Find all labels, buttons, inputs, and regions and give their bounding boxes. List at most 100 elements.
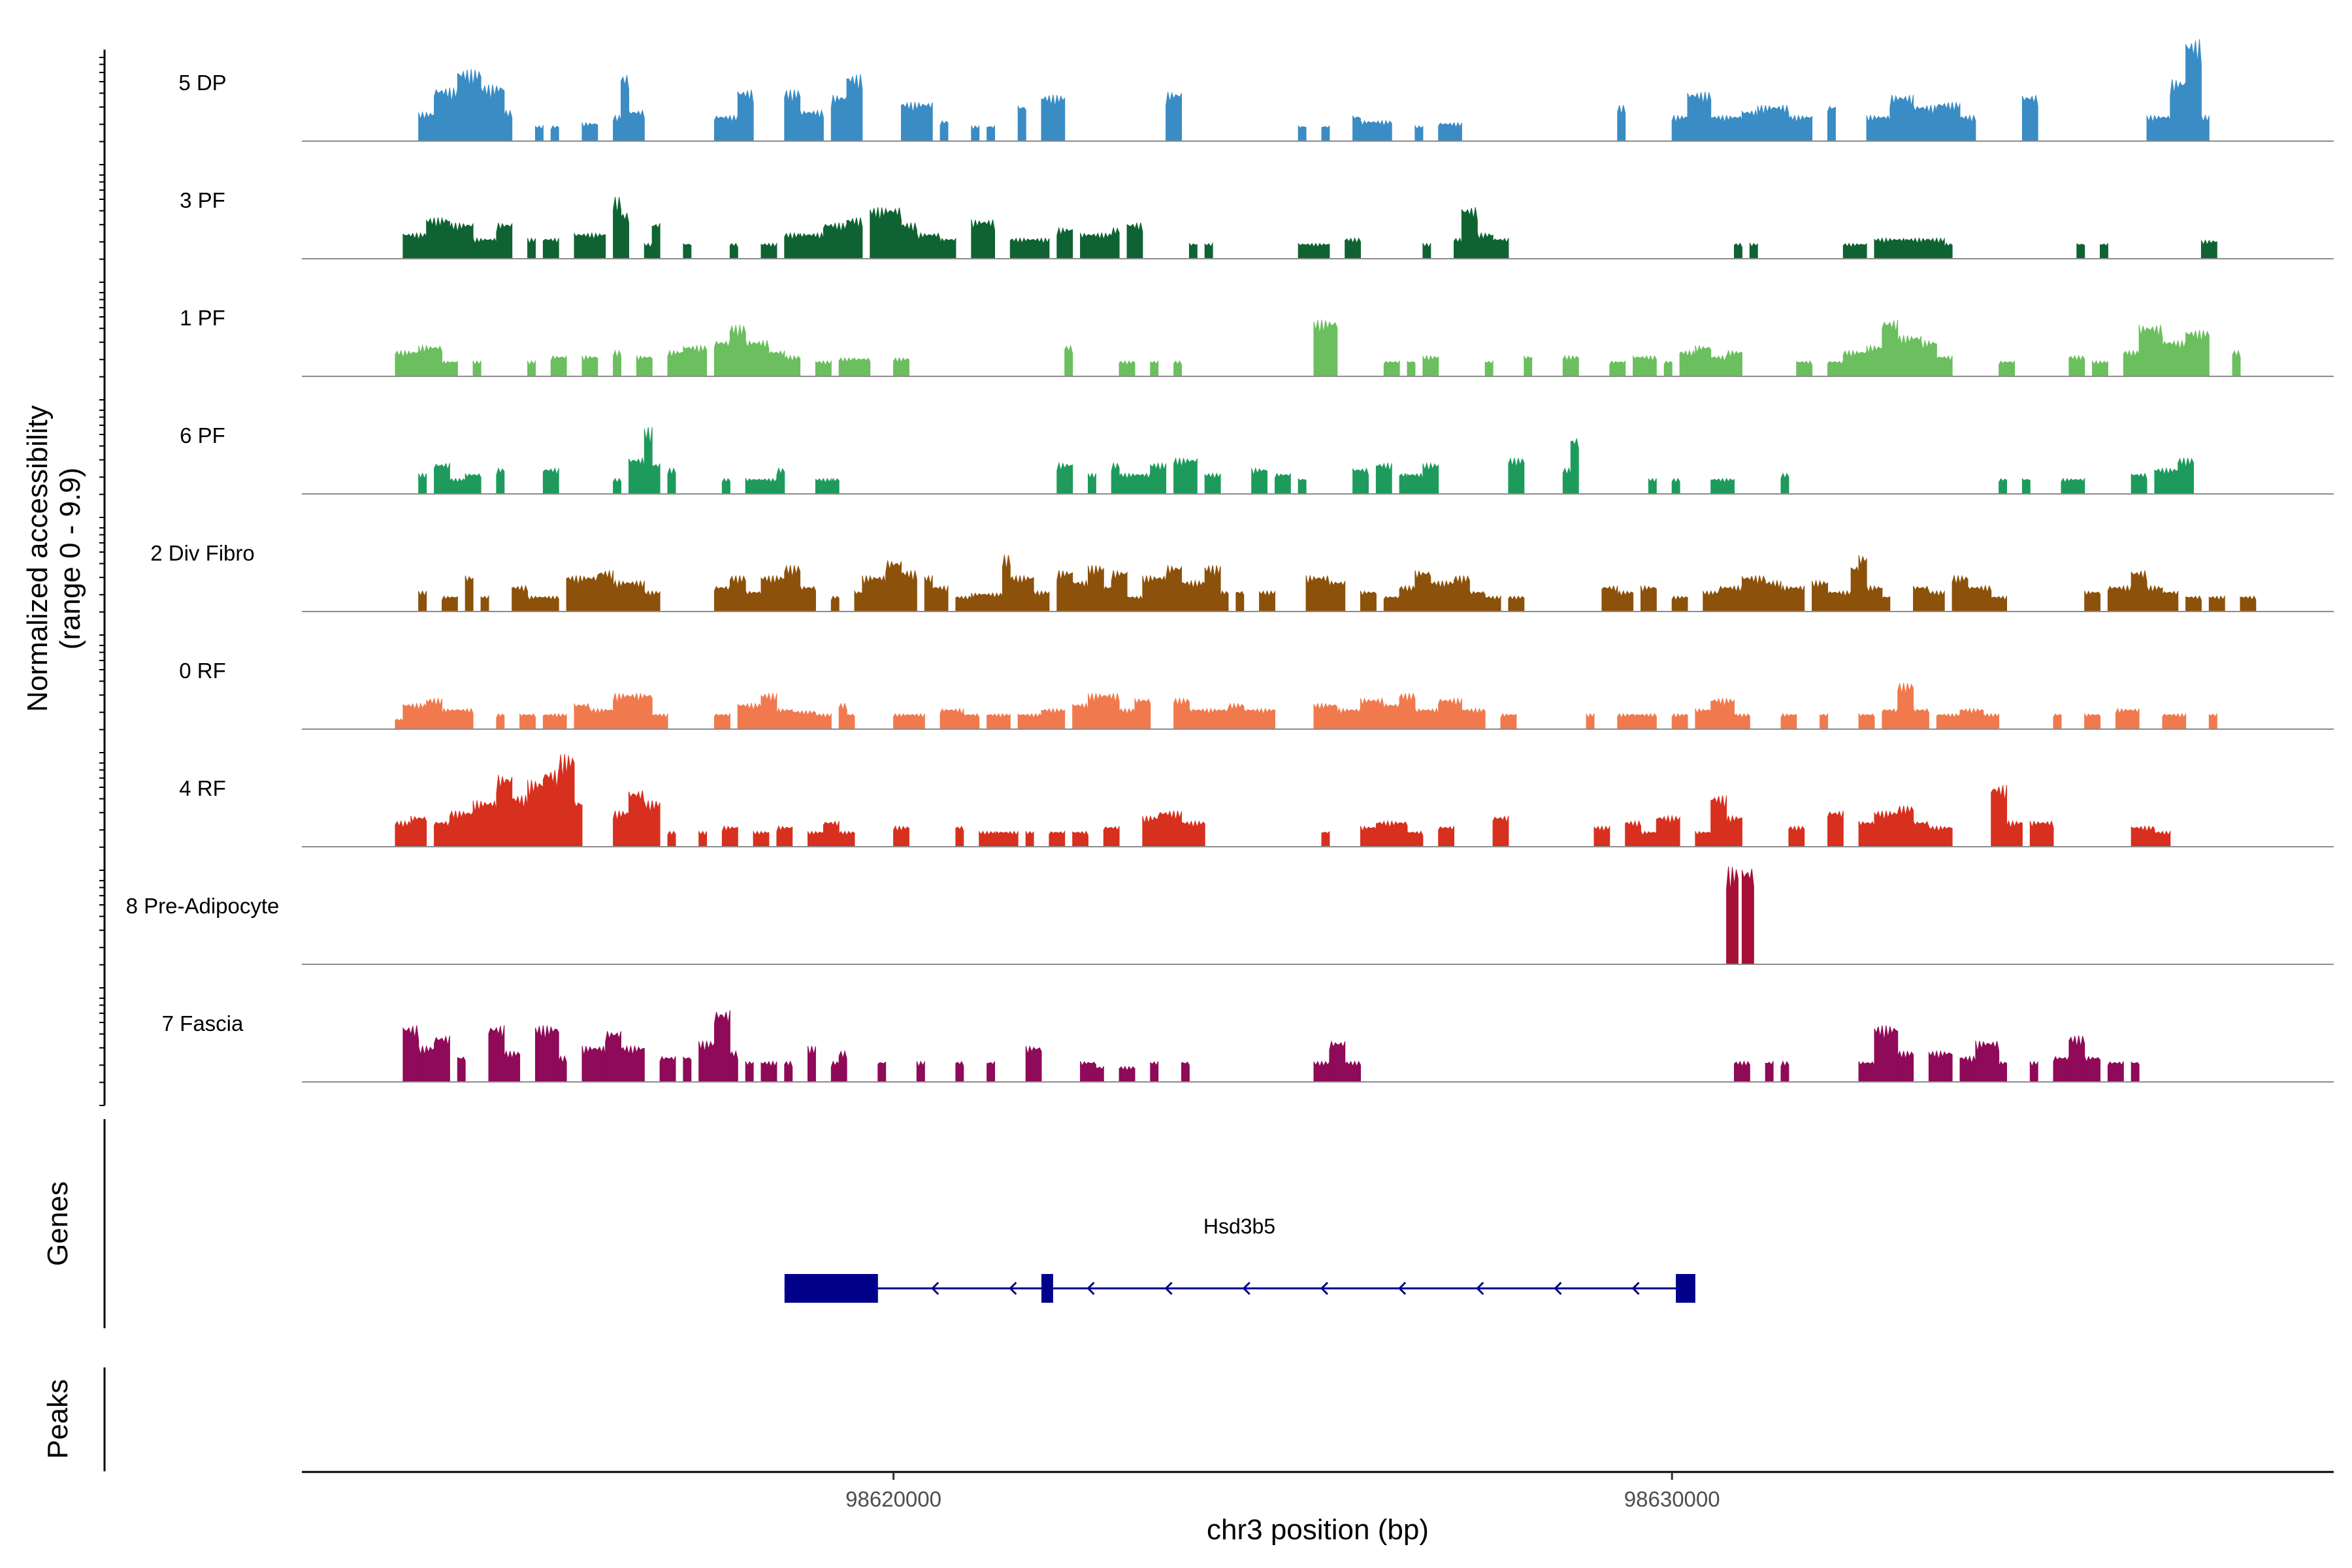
coverage-peak: [402, 702, 427, 730]
coverage-peak: [1313, 319, 1338, 377]
coverage-peak: [1975, 1040, 2000, 1083]
coverage-peak: [838, 830, 855, 847]
track-3-pf: 3 PF: [180, 188, 2334, 259]
coverage-peak: [846, 74, 863, 142]
coverage-peak: [800, 108, 824, 142]
coverage-peak: [496, 775, 513, 847]
strand-arrow: [931, 1281, 939, 1296]
coverage-peak: [535, 1025, 559, 1083]
coverage-peak: [651, 463, 661, 495]
coverage-peak: [1454, 575, 1470, 612]
coverage-peak: [830, 595, 840, 612]
coverage-peak: [442, 360, 458, 377]
coverage-peak: [784, 232, 801, 259]
coverage-peak: [1726, 349, 1742, 377]
coverage-peak: [1072, 830, 1088, 847]
coverage-peak: [629, 109, 645, 142]
coverage-peak: [955, 1060, 964, 1083]
coverage-peak: [776, 708, 793, 730]
coverage-peak: [901, 222, 917, 259]
coverage-peak: [714, 712, 730, 730]
coverage-peak: [1119, 360, 1135, 377]
coverage-peak: [1827, 810, 1844, 847]
coverage-peak: [1150, 359, 1159, 377]
coverage-peak: [1671, 595, 1688, 612]
coverage-peak: [1524, 355, 1533, 377]
coverage-peak: [1321, 830, 1330, 847]
coverage-peak: [621, 1045, 645, 1083]
coverage-peak: [2021, 95, 2038, 142]
coverage-peak: [644, 800, 661, 847]
coverage-peak: [939, 120, 949, 142]
coverage-peak: [1999, 360, 2015, 377]
coverage-peak: [784, 355, 801, 377]
coverage-peak: [1469, 591, 1486, 612]
coverage-peak: [971, 592, 1003, 612]
coverage-peak: [1858, 1061, 1875, 1083]
coverage-peak: [745, 339, 770, 377]
coverage-peak: [410, 815, 427, 847]
coverage-peak: [846, 713, 855, 730]
coverage-peak: [2123, 349, 2140, 377]
coverage-peak: [901, 101, 933, 142]
coverage-peak: [402, 231, 427, 259]
coverage-peak: [504, 109, 513, 142]
coverage-peak: [1025, 1045, 1042, 1083]
coverage-peak: [1913, 105, 1937, 142]
coverage-peak: [1375, 819, 1408, 847]
coverage-peak: [846, 217, 863, 259]
coverage-peak: [729, 575, 746, 612]
coverage-peak: [2115, 708, 2140, 730]
coverage-peak: [418, 472, 427, 495]
coverage-peak: [1882, 708, 1899, 730]
coverage-peak: [418, 344, 442, 377]
coverage-peak: [1072, 579, 1088, 612]
coverage-peak: [1204, 564, 1221, 612]
coverage-peak: [1936, 355, 1953, 377]
coverage-peak: [1383, 360, 1400, 377]
coverage-peak: [987, 1060, 995, 1083]
coverage-peak: [1959, 708, 1984, 730]
coverage-peak: [760, 1060, 777, 1083]
coverage-peak: [465, 473, 482, 495]
coverage-peak: [2092, 360, 2108, 377]
coverage-peak: [963, 713, 980, 730]
coverage-peak: [2131, 472, 2148, 495]
coverage-peak: [1345, 1060, 1361, 1083]
coverage-peak: [1928, 590, 1945, 612]
coverage-peak: [1788, 114, 1813, 142]
coverage-peak: [597, 570, 614, 612]
coverage-peak: [1188, 242, 1198, 259]
coverage-peak: [2084, 590, 2100, 612]
coverage-peak: [1718, 584, 1742, 612]
coverage-peak: [1072, 702, 1088, 730]
coverage-peak: [1352, 115, 1361, 142]
coverage-peak: [449, 478, 466, 495]
track-label: 3 PF: [180, 188, 225, 212]
coverage-peak: [745, 591, 762, 612]
coverage-peak: [1313, 1060, 1330, 1083]
strand-arrow: [1397, 1281, 1407, 1296]
coverage-peak: [1749, 242, 1758, 259]
coverage-peak: [2200, 239, 2217, 259]
track-label: 6 PF: [180, 423, 225, 448]
coverage-peak: [1080, 1061, 1096, 1083]
coverage-peak: [434, 1035, 450, 1083]
coverage-peak: [823, 820, 840, 847]
coverage-peak: [1352, 467, 1369, 495]
coverage-peak: [1866, 344, 1883, 377]
coverage-peak: [1858, 821, 1875, 847]
coverage-peak: [1134, 698, 1151, 730]
coverage-peak: [1321, 125, 1330, 142]
coverage-peak: [737, 90, 754, 142]
coverage-peak: [2061, 477, 2085, 495]
coverage-peak: [1874, 810, 1899, 847]
track-label: 7 Fascia: [162, 1011, 244, 1036]
coverage-peak: [1345, 237, 1361, 259]
coverage-peak: [1204, 242, 1213, 259]
coverage-peak: [870, 207, 902, 259]
track-label: 5 DP: [178, 71, 226, 95]
coverage-peak: [815, 478, 832, 495]
coverage-peak: [792, 710, 816, 730]
